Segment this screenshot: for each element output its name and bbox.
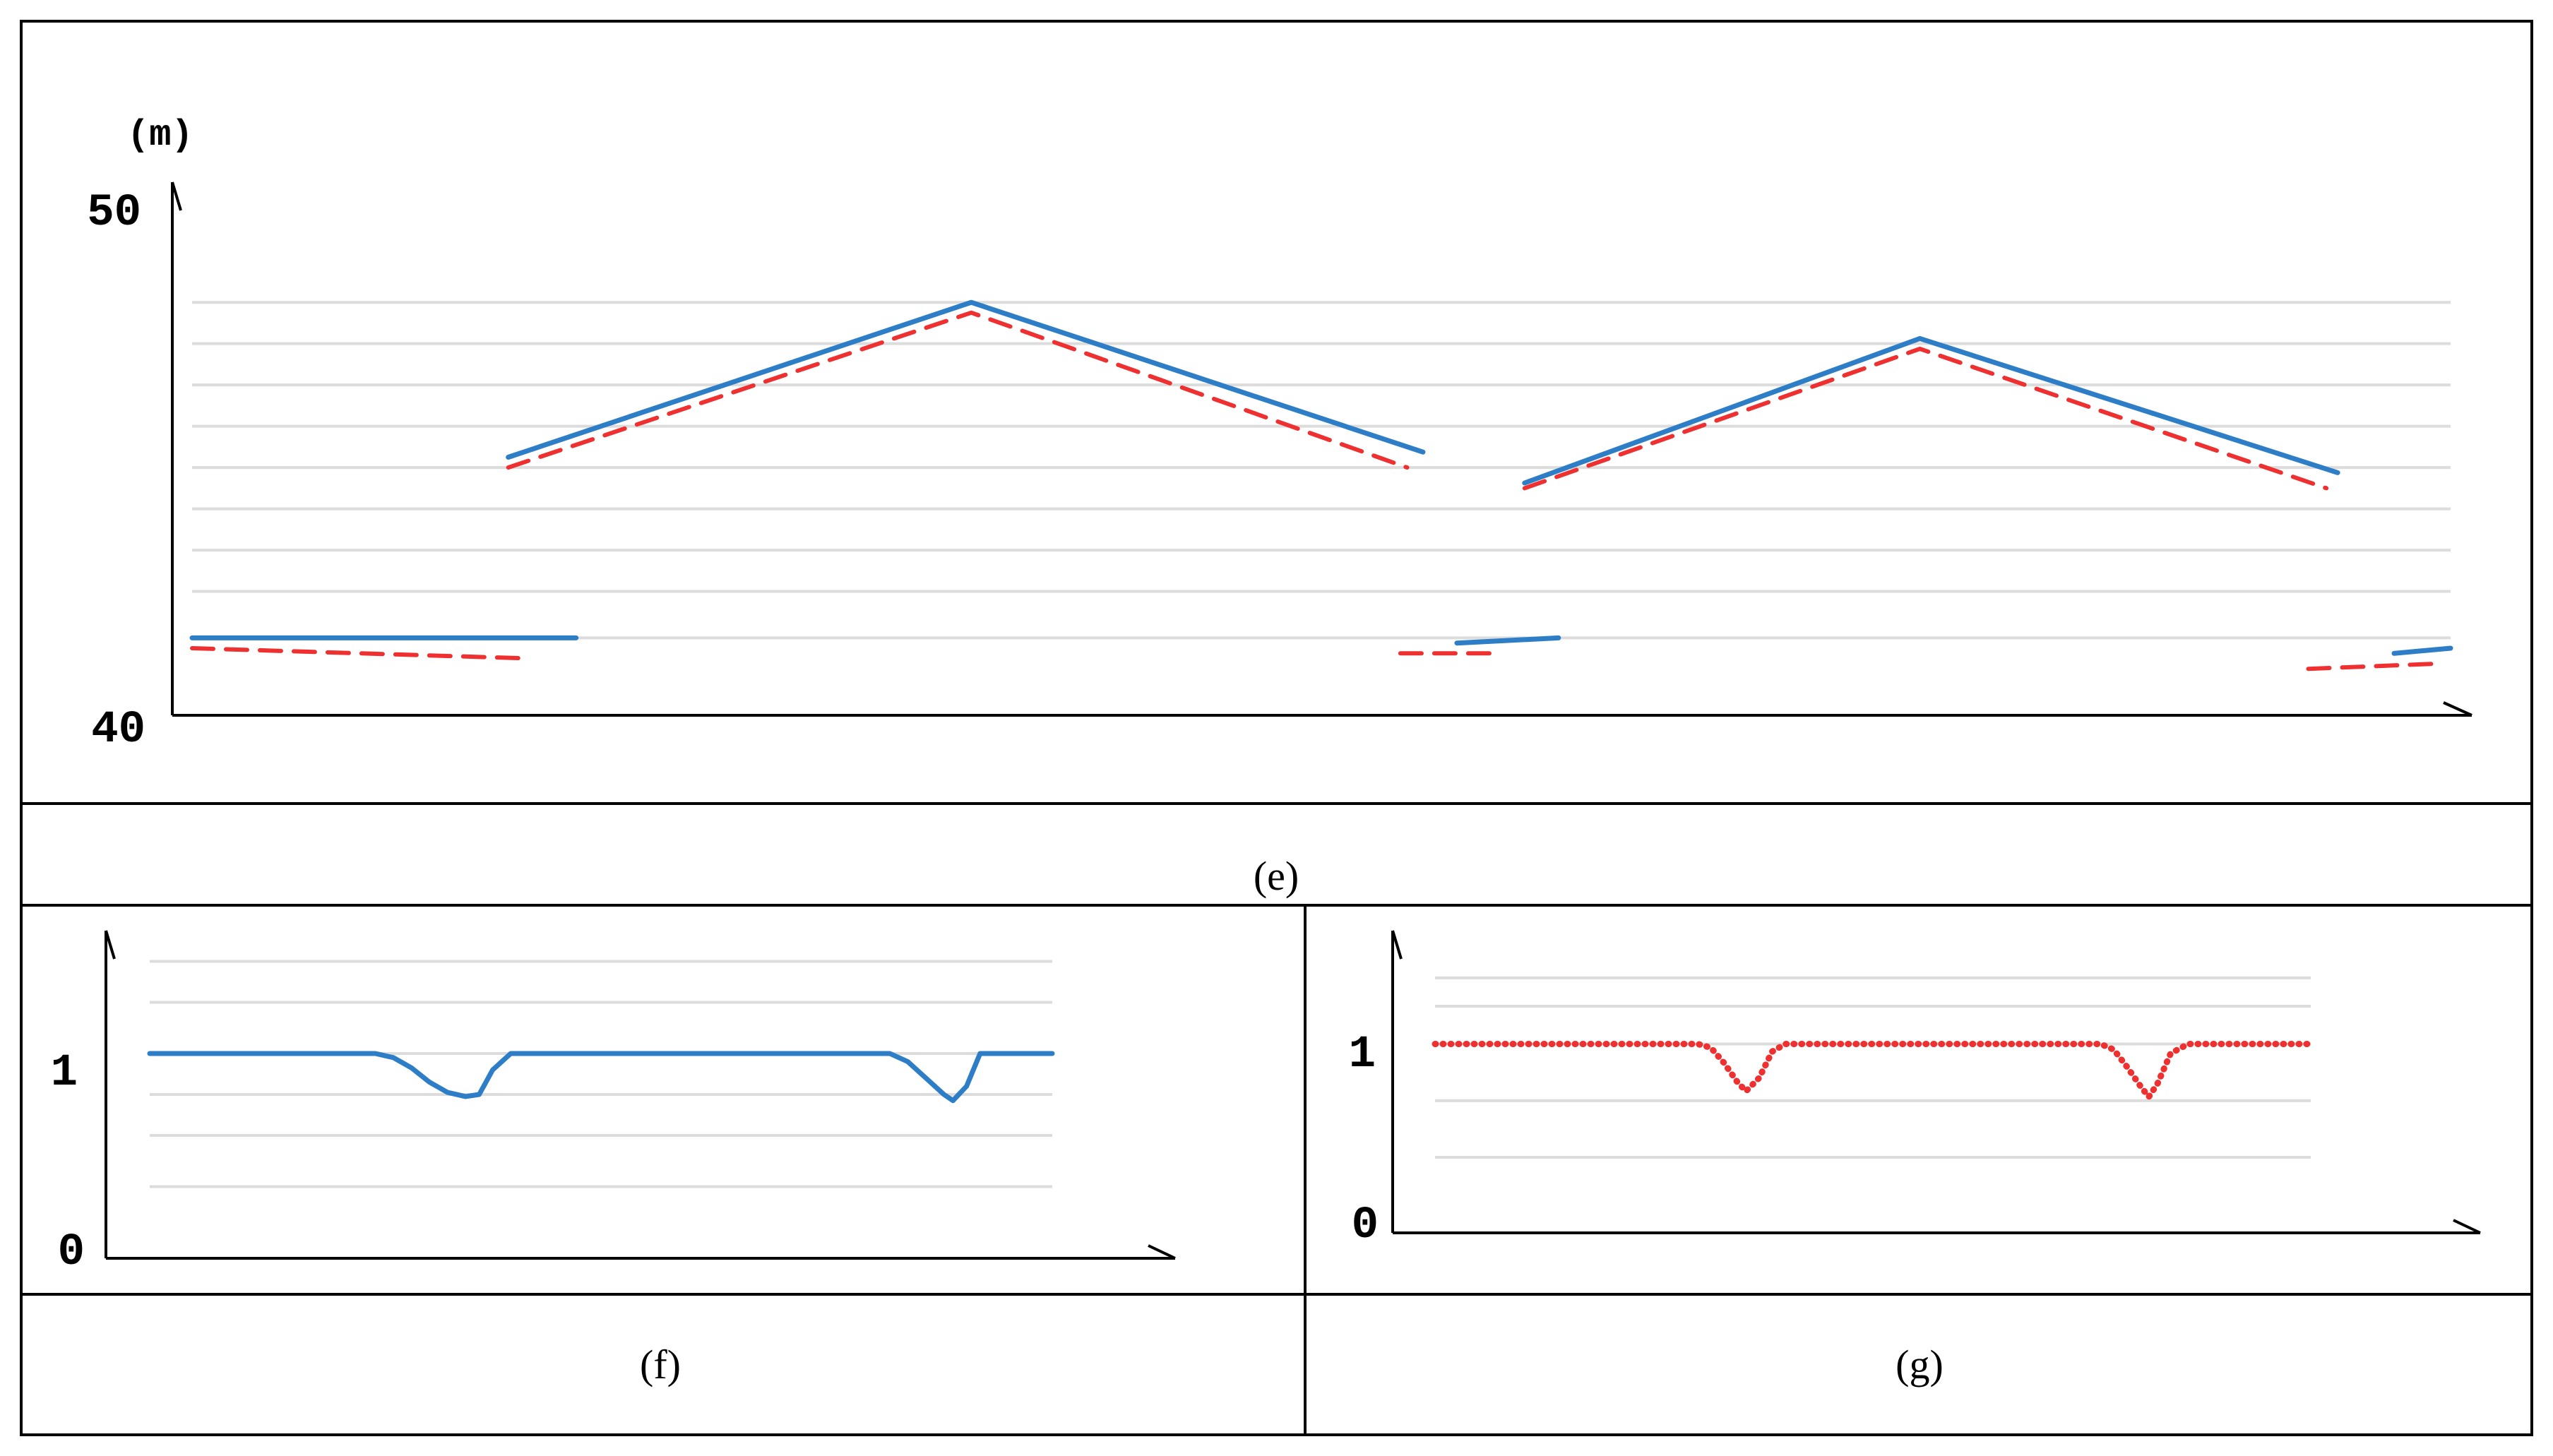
chart-e-series-red-segment-0 [190, 646, 533, 661]
chart-g-ytick-1: 1 [1349, 1030, 1376, 1080]
chart-g-x-axis [1393, 1219, 2481, 1234]
chart-e-series-red-segment-3 [1522, 347, 2329, 491]
chart-e-series-blue-segment-4 [2391, 645, 2453, 656]
chart-f-ytick-0: 0 [58, 1227, 85, 1278]
caption-f: (f) [640, 1342, 681, 1388]
chart-e-ytick-top: 50 [87, 188, 141, 239]
chart-g-gridlines [1435, 976, 2311, 1159]
chart-e-series-red-segment-4 [2306, 661, 2439, 672]
chart-f-gridlines [150, 960, 1052, 1188]
chart-g-series [1432, 1041, 2314, 1100]
caption-g: (g) [1896, 1342, 1944, 1388]
chart-f-y-axis [105, 930, 116, 1258]
chart-e-series-blue-segment-2 [1454, 635, 1561, 646]
chart-e: (m) 50 40 [87, 114, 2472, 756]
chart-g-series-red-segment-0 [1432, 1041, 2314, 1100]
chart-e-gridlines [192, 301, 2451, 640]
caption-e: (e) [1254, 853, 1299, 899]
chart-f-series-blue-segment-0 [147, 1051, 1055, 1104]
chart-e-series [189, 299, 2453, 672]
chart-e-x-axis [172, 701, 2472, 717]
chart-e-ytick-bottom: 40 [91, 705, 145, 756]
chart-f-x-axis [106, 1244, 1176, 1260]
chart-g-ytick-0: 0 [1352, 1200, 1379, 1251]
chart-f-series [147, 1051, 1055, 1104]
chart-e-y-axis [171, 181, 182, 715]
chart-e-series-blue-segment-1 [506, 299, 1426, 460]
chart-e-unit-label: (m) [127, 114, 194, 156]
chart-e-series-blue-segment-3 [1522, 335, 2340, 486]
chart-g: 1 0 [1349, 930, 2481, 1251]
chart-f-ytick-1: 1 [51, 1048, 78, 1099]
outer-frame [20, 20, 2533, 1436]
chart-g-y-axis [1391, 930, 1403, 1233]
chart-e-series-red-segment-1 [506, 310, 1410, 470]
chart-f: 1 0 [51, 930, 1176, 1278]
